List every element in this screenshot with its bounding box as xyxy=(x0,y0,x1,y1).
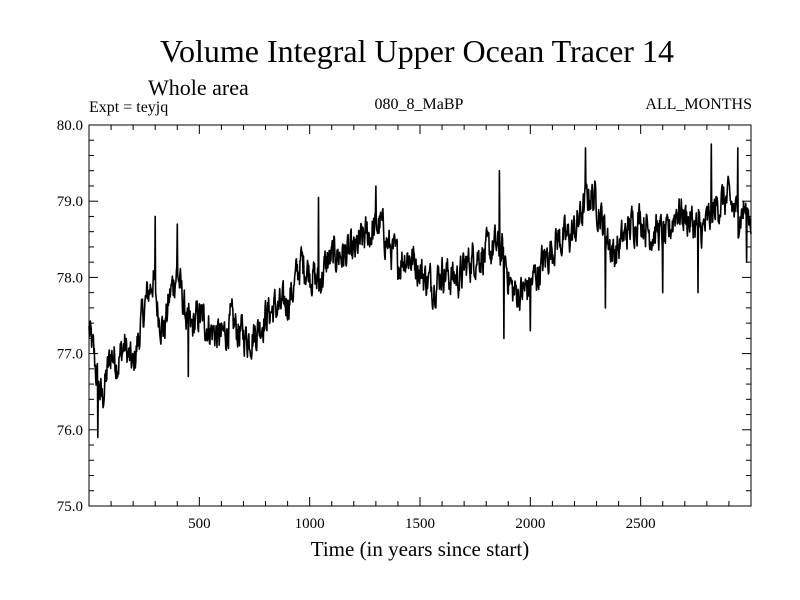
series-line xyxy=(88,143,752,439)
x-tick-label: 1500 xyxy=(405,516,435,532)
y-tick-label: 78.0 xyxy=(57,270,83,286)
y-tick-label: 80.0 xyxy=(57,118,83,134)
x-tick-label: 500 xyxy=(188,516,211,532)
y-tick-label: 76.0 xyxy=(57,423,83,439)
x-tick-label: 2000 xyxy=(515,516,545,532)
x-axis-label: Time (in years since start) xyxy=(311,537,530,561)
chart-subtitle: Whole area xyxy=(148,75,249,100)
months-label: ALL_MONTHS xyxy=(645,96,752,113)
chart-title: Volume Integral Upper Ocean Tracer 14 xyxy=(160,33,674,69)
plot-area: 75.0 76.0 77.0 78.0 79.0 80.0 500 1000 1500 2000 2… xyxy=(57,118,752,532)
y-tick-label: 79.0 xyxy=(57,194,83,210)
plot-frame xyxy=(88,124,752,507)
y-tick-label: 77.0 xyxy=(57,347,83,363)
scenario-label: 080_8_MaBP xyxy=(375,96,464,113)
x-tick-label: 2500 xyxy=(626,516,656,532)
y-tick-label: 75.0 xyxy=(57,499,83,515)
experiment-label: Expt = teyjq xyxy=(89,99,168,116)
x-tick-label: 1000 xyxy=(295,516,325,532)
